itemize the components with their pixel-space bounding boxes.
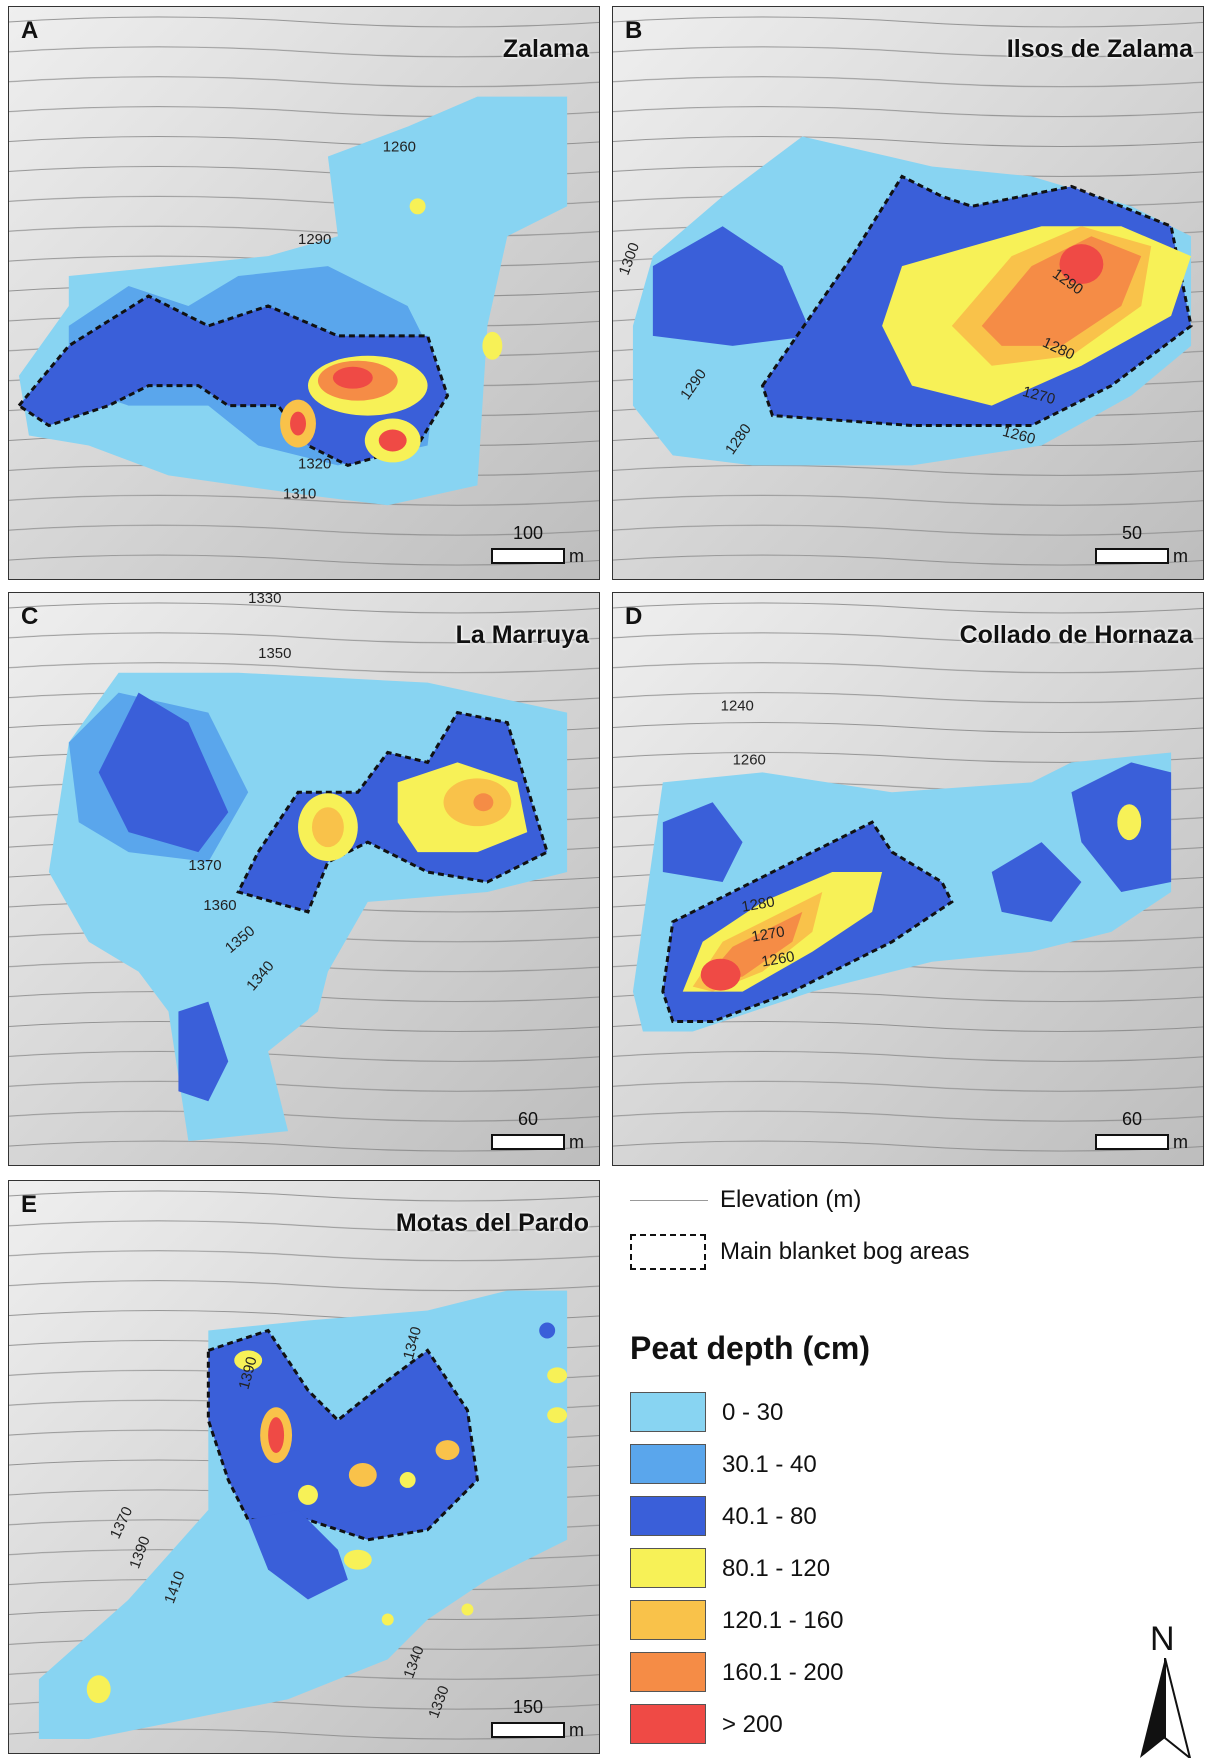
scale-bar-graphic <box>491 548 565 564</box>
legend-class-label: 0 - 30 <box>722 1399 784 1426</box>
contour-label: 1370 <box>188 857 221 874</box>
contour-label: 1350 <box>258 645 291 662</box>
contour-label: 1310 <box>283 485 316 502</box>
legend-class-label: 120.1 - 160 <box>722 1607 844 1634</box>
legend-color-swatch <box>630 1652 706 1692</box>
panel-title: Motas del Pardo <box>395 1209 589 1237</box>
legend-class-label: 80.1 - 120 <box>722 1555 831 1582</box>
panel-label: E <box>21 1191 38 1218</box>
map-panel-e: 1390 1340 1370 1390 1410 1340 1330 E Motas del… <box>8 1180 600 1754</box>
legend-class-label: 160.1 - 200 <box>722 1659 844 1686</box>
legend-color-swatch <box>630 1600 706 1640</box>
legend-class-label: > 200 <box>722 1711 783 1738</box>
contour-label: 1360 <box>203 897 236 914</box>
map-legend: Elevation (m) Main blanket bog areas Pea… <box>630 1180 1190 1760</box>
contour-label: 1270 <box>750 923 786 946</box>
scale-bar-unit: m <box>569 1132 584 1152</box>
bog-dashed-swatch <box>630 1234 706 1270</box>
scale-bar-graphic <box>1095 1134 1169 1150</box>
contour-label: 1280 <box>740 893 776 916</box>
legend-class-label: 40.1 - 80 <box>722 1503 817 1530</box>
panel-title: La Marruya <box>455 621 589 649</box>
scale-bar-value: 100 <box>512 523 544 543</box>
map-panel-b: 1300 1290 1290 1280 1270 1260 1280 B Ilsos de … <box>612 6 1204 580</box>
scale-bar-value: 150 <box>512 1697 544 1717</box>
scale-bar-unit: m <box>1173 1132 1188 1152</box>
panel-label: C <box>21 603 39 630</box>
legend-color-swatch <box>630 1496 706 1536</box>
legend-color-swatch <box>630 1392 706 1432</box>
legend-title: Peat depth (cm) <box>630 1330 871 1366</box>
panel-title: Collado de Hornaza <box>959 621 1193 649</box>
scale-bar: 50 m <box>1071 523 1191 567</box>
scale-bar-graphic <box>1095 548 1169 564</box>
legend-color-swatch <box>630 1548 706 1588</box>
panel-label: A <box>21 17 39 44</box>
scale-bar-graphic <box>491 1134 565 1150</box>
scale-bar-unit: m <box>569 546 584 566</box>
contour-label: 1260 <box>733 751 766 768</box>
panel-label: D <box>625 603 643 630</box>
panel-label: B <box>625 17 643 44</box>
scale-bar: 150 m <box>467 1697 587 1741</box>
scale-bar-unit: m <box>1173 546 1188 566</box>
scale-bar: 60 m <box>467 1109 587 1153</box>
scale-bar-unit: m <box>569 1720 584 1740</box>
contour-label: 1260 <box>760 948 796 971</box>
scale-bar-value: 60 <box>1121 1109 1143 1129</box>
contour-label: 1330 <box>248 593 281 607</box>
legend-bog-label: Main blanket bog areas <box>720 1238 970 1265</box>
legend-color-swatch <box>630 1444 706 1484</box>
north-arrow: N <box>1130 1620 1200 1758</box>
contour-label: 1320 <box>298 455 331 472</box>
map-panel-a: 1260 1290 1320 1310 A Zalama 100 m <box>8 6 600 580</box>
scale-bar-value: 50 <box>1121 523 1143 543</box>
north-label: N <box>1150 1620 1175 1658</box>
map-panel-c: 1330 1350 1370 1360 1350 1340 C La Marruya 60… <box>8 592 600 1166</box>
contour-label: 1260 <box>383 138 416 155</box>
north-arrow-icon <box>1140 1658 1192 1758</box>
legend-class-label: 30.1 - 40 <box>722 1451 817 1478</box>
legend-color-swatch <box>630 1704 706 1744</box>
contour-label: 1240 <box>721 698 754 715</box>
panel-title: Zalama <box>502 35 589 63</box>
legend-elevation-label: Elevation (m) <box>720 1186 862 1213</box>
scale-bar-graphic <box>491 1722 565 1738</box>
panel-title: Ilsos de Zalama <box>1006 35 1193 63</box>
elevation-line-swatch <box>630 1200 708 1201</box>
map-a-canvas: 1260 1290 1320 1310 <box>9 7 599 579</box>
scale-bar: 60 m <box>1071 1109 1191 1153</box>
scale-bar-value: 60 <box>517 1109 539 1129</box>
map-panel-d: 1240 1260 1280 1270 1260 D Collado de Hornaz… <box>612 592 1204 1166</box>
scale-bar: 100 m <box>467 523 587 567</box>
contour-label: 1290 <box>298 231 331 248</box>
